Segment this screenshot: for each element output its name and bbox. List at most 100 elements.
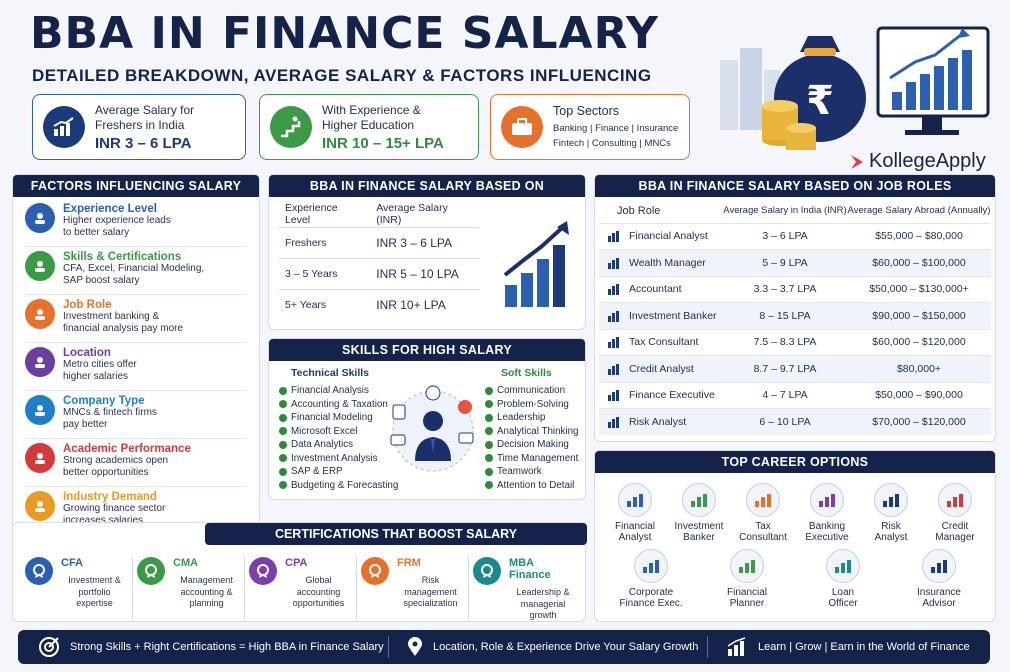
- footer-banner: Strong Skills + Right Certifications = H…: [18, 630, 990, 664]
- check-icon: [485, 467, 493, 476]
- magnifier-icon: [874, 483, 908, 517]
- job-role-cell: Tax Consultant: [599, 328, 723, 356]
- soft-skills-label: Soft Skills: [501, 367, 552, 379]
- factor-title: Location: [63, 347, 111, 359]
- card-label: Top Sectors: [553, 103, 620, 118]
- certification-item: CFA Investment & portfolio expertise: [21, 557, 133, 622]
- location-pin-icon: [408, 637, 422, 656]
- col-salary-abroad: Average Salary Abroad (Annually): [847, 205, 991, 217]
- job-role-cell: Wealth Manager: [599, 249, 723, 276]
- job-role: Financial Analyst: [629, 230, 708, 243]
- career-label: Risk: [881, 521, 901, 532]
- document-icon: [826, 549, 860, 583]
- career-option: Tax Consultant: [731, 483, 795, 543]
- bank-icon: [607, 310, 621, 322]
- check-icon: [279, 386, 287, 395]
- table-row: Accountant 3.3 – 3.7 LPA $50,000 – $130,…: [599, 275, 991, 303]
- factor-desc: pay better: [63, 419, 108, 430]
- brand-name: KollegeApply: [869, 150, 986, 172]
- salary-india: 8 – 15 LPA: [723, 302, 847, 329]
- table-row: 5+ Years INR 10+ LPA: [279, 288, 479, 320]
- growth-chart-icon: [730, 549, 764, 583]
- shield-icon: [922, 549, 956, 583]
- soft-skill-item: Communication: [485, 384, 585, 398]
- certifications-heading: CERTIFICATIONS THAT BOOST SALARY: [205, 523, 587, 545]
- certification-desc: portfolio expertise: [76, 586, 113, 609]
- calculator-icon: [634, 549, 668, 583]
- col-job-role: Job Role: [617, 204, 661, 217]
- check-icon: [279, 440, 287, 449]
- factor-desc: SAP boost salary: [63, 275, 140, 286]
- skill-label: SAP & ERP: [291, 466, 343, 477]
- technical-skill-item: Financial Analysis: [279, 384, 399, 398]
- job-role: Wealth Manager: [629, 256, 706, 269]
- climbing-stairs-icon: [270, 106, 312, 148]
- soft-skill-item: Decision Making: [485, 438, 585, 452]
- career-label: Finance Exec.: [619, 598, 683, 609]
- check-icon: [279, 427, 287, 436]
- document-search-icon: [746, 483, 780, 517]
- skill-label: Financial Modeling: [291, 412, 373, 423]
- career-option: Risk Analyst: [859, 483, 923, 543]
- job-role-cell: Investment Banker: [599, 302, 723, 329]
- technical-skills-label: Technical Skills: [291, 367, 370, 379]
- experience-level: Freshers: [279, 226, 371, 258]
- certifications-list: CFA Investment & portfolio expertise CMA…: [21, 557, 581, 622]
- factor-title: Job Role: [63, 299, 112, 311]
- certification-name: CMA: [173, 557, 199, 569]
- page-title: BBA IN FINANCE SALARY: [30, 8, 659, 59]
- technical-skill-item: Investment Analysis: [279, 452, 399, 466]
- career-label: Corporate: [628, 587, 674, 598]
- salary-india: 3 – 6 LPA: [723, 222, 847, 250]
- globe-icon: [249, 557, 277, 585]
- page-subtitle: DETAILED BREAKDOWN, AVERAGE SALARY & FAC…: [32, 66, 652, 85]
- certification-desc: Risk management: [404, 575, 457, 597]
- career-label: Financial: [614, 521, 656, 532]
- technical-skills-list: Financial Analysis Accounting & Taxation…: [279, 384, 399, 492]
- career-label: Planner: [729, 598, 765, 609]
- certification-desc: Investment &: [68, 575, 121, 585]
- skill-label: Problem-Solving: [497, 398, 569, 410]
- factor-desc: to better salary: [63, 227, 130, 238]
- skill-label: Accounting & Taxation: [291, 398, 388, 410]
- table-row: Risk Analyst 6 – 10 LPA $70,000 – $120,0…: [599, 408, 991, 435]
- table-row: Freshers INR 3 – 6 LPA: [279, 226, 479, 258]
- factor-title: Industry Demand: [63, 491, 157, 503]
- job-role: Risk Analyst: [629, 415, 687, 428]
- career-option: Financial Planner: [715, 549, 779, 609]
- chart-icon: [607, 230, 621, 243]
- card-value: INR 3 – 6 LPA: [95, 134, 192, 152]
- chart-icon: [618, 483, 652, 517]
- technical-skill-item: SAP & ERP: [279, 465, 399, 479]
- footer-item: Learn | Grow | Earn in the World of Fina…: [708, 637, 970, 657]
- briefcase-icon: [607, 389, 621, 402]
- job-roles-panel: BBA IN FINANCE SALARY BASED ON JOB ROLES…: [594, 174, 996, 442]
- career-option: Loan Officer: [811, 549, 875, 609]
- factor-desc: Strong academics open: [63, 455, 169, 466]
- check-icon: [485, 427, 493, 436]
- experience-salary: INR 5 – 10 LPA: [370, 257, 479, 289]
- building-icon: [25, 395, 55, 425]
- job-role: Finance Executive: [629, 389, 715, 402]
- certification-name: CPA: [285, 557, 308, 569]
- career-option: Investment Banker: [667, 483, 731, 543]
- job-role-cell: Risk Analyst: [599, 408, 723, 435]
- soft-skill-item: Leadership: [485, 411, 585, 425]
- bank-icon: [810, 483, 844, 517]
- certification-name: FRM: [397, 557, 421, 569]
- factor-title: Company Type: [63, 395, 145, 407]
- skill-label: Budgeting & Forecasting: [291, 479, 399, 491]
- skill-label: Analytical Thinking: [497, 425, 579, 437]
- factor-item: Location Metro cities offer higher salar…: [25, 343, 247, 391]
- check-icon: [485, 440, 493, 449]
- person-icon: [25, 203, 55, 233]
- shield-icon: [607, 416, 621, 429]
- certification-desc: Leadership &: [516, 587, 570, 597]
- certification-item: MBA Finance Leadership & managerial grow…: [469, 557, 581, 622]
- job-roles-heading: BBA IN FINANCE SALARY BASED ON JOB ROLES: [595, 175, 995, 197]
- factors-panel: FACTORS INFLUENCING SALARY Experience Le…: [12, 174, 260, 532]
- certification-name: CFA: [61, 557, 83, 569]
- professional-skills-icon: [390, 385, 474, 472]
- career-options-panel: TOP CAREER OPTIONS Financial Analyst Inv…: [594, 450, 996, 622]
- career-label: Analyst: [618, 532, 652, 543]
